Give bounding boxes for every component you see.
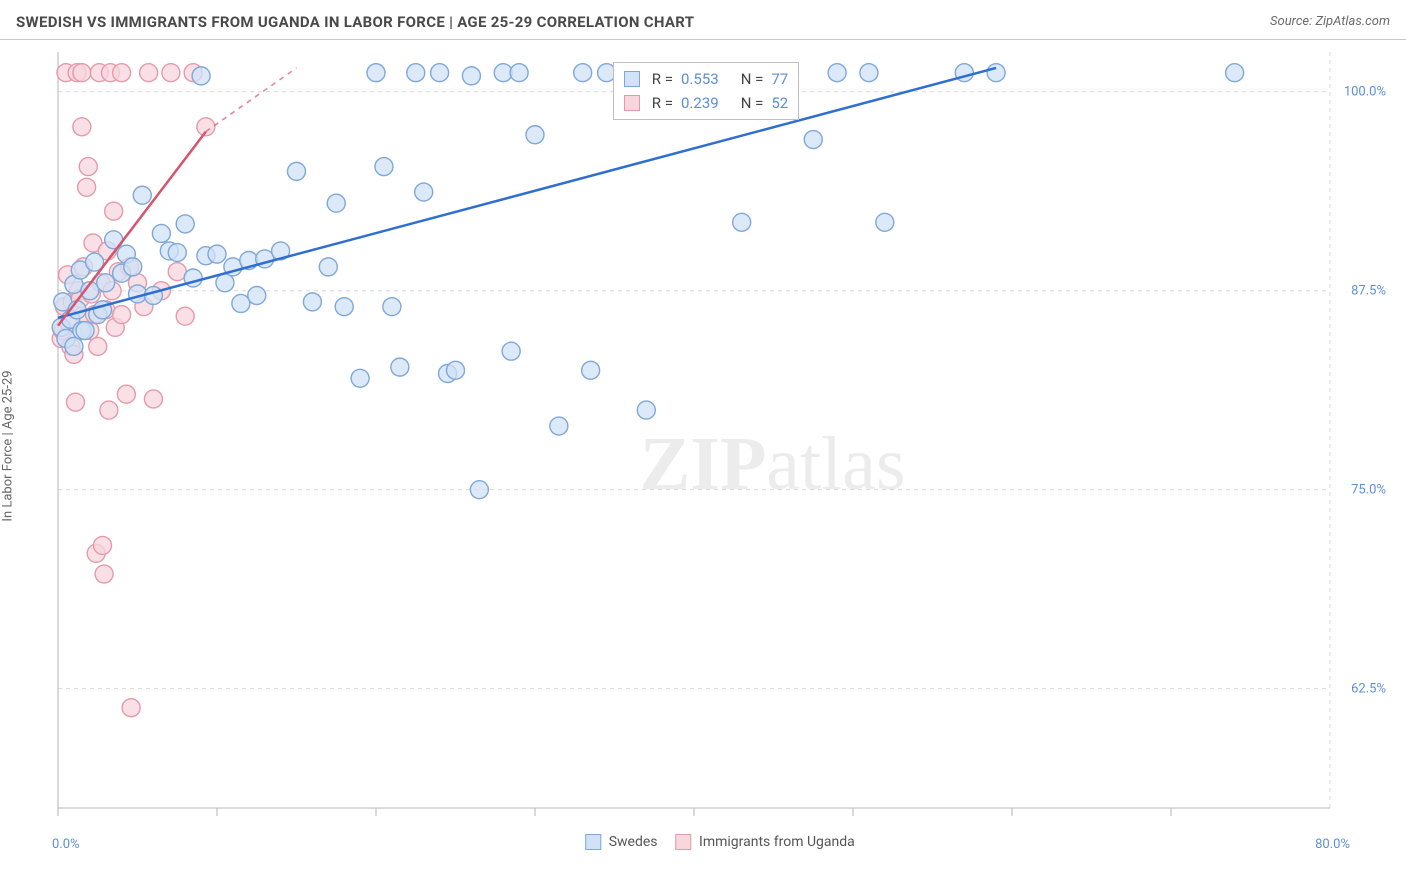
x-tick-right: 80.0% xyxy=(1315,837,1350,852)
source-attribution: Source: ZipAtlas.com xyxy=(1270,14,1390,29)
scatter-svg xyxy=(50,40,1390,850)
stats-r-uganda: 0.239 xyxy=(681,91,719,115)
bottom-legend: Swedes Immigrants from Uganda xyxy=(585,834,855,850)
stats-swatch-uganda xyxy=(624,95,640,111)
stats-n-label: N = xyxy=(741,67,764,91)
x-tick-left: 0.0% xyxy=(52,837,80,852)
legend-item-swedes: Swedes xyxy=(585,834,657,850)
y-tick-label: 100.0% xyxy=(1344,84,1386,99)
y-tick-label: 75.0% xyxy=(1351,482,1386,497)
y-tick-label: 62.5% xyxy=(1351,681,1386,696)
stats-n-swedes: 77 xyxy=(771,67,788,91)
y-axis-label: In Labor Force | Age 25-29 xyxy=(1,370,16,521)
stats-n-uganda: 52 xyxy=(771,91,788,115)
chart-title: SWEDISH VS IMMIGRANTS FROM UGANDA IN LAB… xyxy=(16,13,694,31)
stats-n-label-2: N = xyxy=(741,91,764,115)
chart-header: SWEDISH VS IMMIGRANTS FROM UGANDA IN LAB… xyxy=(0,0,1406,40)
source-prefix: Source: xyxy=(1270,14,1315,29)
stats-r-label-2: R = xyxy=(652,91,673,115)
stats-r-swedes: 0.553 xyxy=(681,67,719,91)
stats-box: R = 0.553 N = 77 R = 0.239 N = 52 xyxy=(613,62,799,120)
stats-row-uganda: R = 0.239 N = 52 xyxy=(624,91,788,115)
source-name: ZipAtlas.com xyxy=(1315,14,1390,29)
legend-label-swedes: Swedes xyxy=(609,834,658,850)
legend-item-uganda: Immigrants from Uganda xyxy=(676,834,855,850)
swatch-uganda xyxy=(676,834,692,850)
stats-row-swedes: R = 0.553 N = 77 xyxy=(624,67,788,91)
legend-label-uganda: Immigrants from Uganda xyxy=(699,834,855,850)
stats-r-label: R = xyxy=(652,67,673,91)
stats-swatch-swedes xyxy=(624,71,640,87)
y-tick-label: 87.5% xyxy=(1351,283,1386,298)
plot-area: 62.5% 75.0% 87.5% 100.0% 0.0% 80.0% Swedes … xyxy=(50,40,1390,850)
swatch-swedes xyxy=(585,834,601,850)
